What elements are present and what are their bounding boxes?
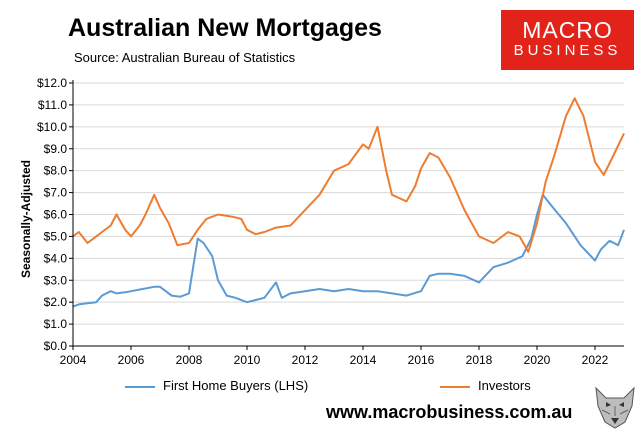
website-url: www.macrobusiness.com.au [326,402,573,422]
y-tick-label: $12.0 [37,76,67,90]
x-tick-label: 2010 [234,353,261,367]
series-line-investors [72,97,625,253]
y-tick-label: $5.0 [44,229,68,243]
y-tick-label: $0.0 [44,339,68,353]
y-tick-label: $11.0 [38,98,67,112]
chart-title: Australian New Mortgages [68,14,382,42]
y-tick-label: $3.0 [44,273,68,287]
x-tick-label: 2004 [60,353,87,367]
legend-label-first-home-buyers: First Home Buyers (LHS) [163,378,309,393]
x-tick-label: 2020 [524,353,551,367]
x-tick-label: 2008 [176,353,203,367]
legend-label-investors: Investors [478,378,531,393]
x-tick-label: 2012 [292,353,319,367]
series-lines [72,97,625,308]
series-line-first-home-buyers [72,193,625,308]
y-tick-label: $8.0 [44,164,68,178]
x-tick-label: 2018 [466,353,493,367]
y-tick-label: $10.0 [37,120,67,134]
y-axis-ticks: $0.0 $1.0 $2.0 $3.0 $4.0 $5.0 $6.0 $7.0 $8.0 $9.0… [37,76,73,353]
wolf-logo-icon [595,386,635,429]
y-tick-label: $9.0 [44,142,68,156]
x-axis-ticks: 2004 2006 2008 2010 2012 2014 2016 2018 2020 2022 [60,346,609,367]
y-tick-label: $7.0 [44,186,68,200]
legend-swatch-investors [440,385,470,388]
y-tick-label: $1.0 [44,317,68,331]
chart-subtitle: Source: Australian Bureau of Statistics [74,50,296,65]
logo-line-2: BUSINESS [513,42,622,59]
x-tick-label: 2022 [582,353,609,367]
legend-item-investors: Investors [440,378,531,393]
y-tick-label: $4.0 [44,251,68,265]
y-tick-label: $2.0 [44,295,68,309]
x-tick-label: 2014 [350,353,377,367]
y-tick-label: $6.0 [44,208,68,222]
legend-swatch-first-home-buyers [125,385,155,388]
x-tick-label: 2006 [118,353,145,367]
x-tick-label: 2016 [408,353,435,367]
macrobusiness-logo: MACRO BUSINESS [501,10,634,70]
legend-item-first-home-buyers: First Home Buyers (LHS) [125,378,308,393]
logo-line-1: MACRO [522,17,613,43]
